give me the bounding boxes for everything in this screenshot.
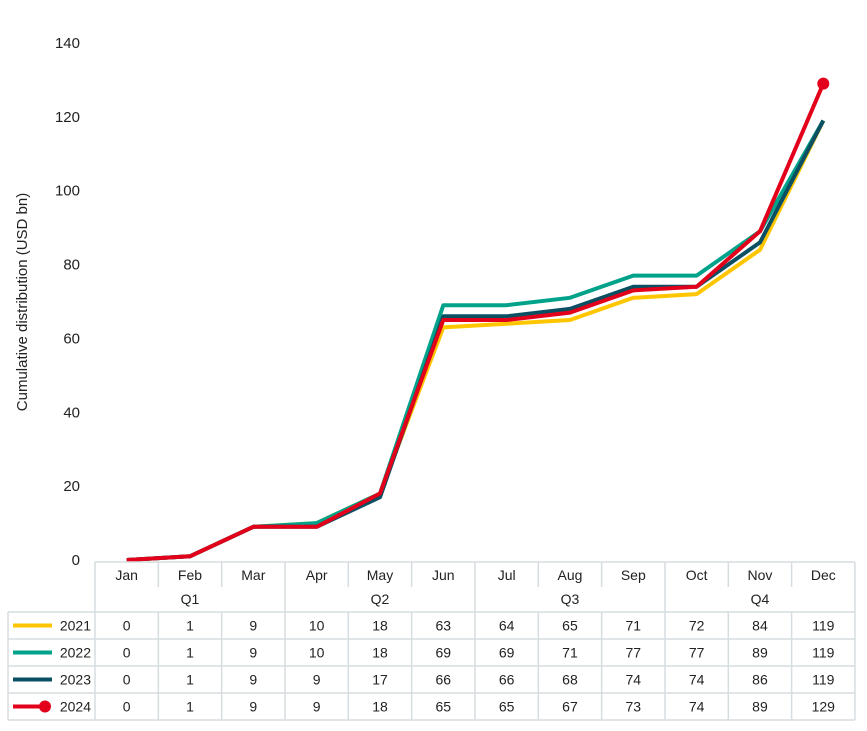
series-end-marker-2024: [817, 77, 830, 90]
y-tick-label: 120: [55, 109, 80, 126]
y-tick-label: 60: [63, 330, 80, 347]
legend-label: 2023: [60, 672, 91, 688]
series-line-2023: [126, 119, 826, 562]
x-tick-label: Jun: [432, 567, 455, 583]
data-label: 84: [752, 618, 768, 634]
quarter-label: Q4: [751, 591, 770, 607]
data-label: 71: [562, 645, 578, 661]
data-label: 66: [436, 672, 452, 688]
data-label: 9: [249, 699, 257, 715]
y-tick-label: 0: [72, 552, 80, 569]
data-label: 1: [186, 618, 194, 634]
data-label: 1: [186, 672, 194, 688]
x-tick-label: Mar: [241, 567, 265, 583]
data-label: 71: [626, 618, 642, 634]
legend-label: 2022: [60, 645, 91, 661]
data-label: 65: [499, 699, 515, 715]
data-label: 66: [499, 672, 515, 688]
data-label: 9: [249, 672, 257, 688]
data-label: 74: [626, 672, 642, 688]
series-line-2024: [126, 82, 826, 562]
data-label: 17: [372, 672, 388, 688]
data-label: 64: [499, 618, 515, 634]
data-label: 9: [313, 699, 321, 715]
legend-marker-2024: [39, 700, 51, 713]
data-label: 9: [313, 672, 321, 688]
x-tick-label: Aug: [558, 567, 583, 583]
data-label: 18: [372, 699, 388, 715]
y-tick-label: 20: [63, 478, 80, 495]
legend-label: 2021: [60, 618, 91, 634]
x-tick-label: May: [367, 567, 393, 583]
data-label: 10: [309, 618, 325, 634]
data-label: 89: [752, 645, 768, 661]
data-label: 119: [812, 645, 835, 661]
data-label: 74: [689, 672, 705, 688]
legend-label: 2024: [60, 699, 91, 715]
data-label: 119: [812, 618, 835, 634]
data-label: 67: [562, 699, 578, 715]
data-label: 0: [123, 672, 131, 688]
quarter-label: Q1: [181, 591, 200, 607]
data-label: 74: [689, 699, 705, 715]
data-label: 73: [626, 699, 642, 715]
data-label: 9: [249, 645, 257, 661]
data-label: 69: [436, 645, 452, 661]
data-label: 65: [436, 699, 452, 715]
data-label: 0: [123, 645, 131, 661]
data-label: 63: [436, 618, 452, 634]
series-line-2022: [126, 119, 826, 562]
data-label: 77: [626, 645, 642, 661]
data-label: 1: [186, 645, 194, 661]
data-label: 10: [309, 645, 325, 661]
x-tick-label: Nov: [748, 567, 773, 583]
data-label: 0: [123, 618, 131, 634]
y-tick-label: 40: [63, 404, 80, 421]
x-tick-label: Sep: [621, 567, 646, 583]
table-row: 2023 0 1 9 9 17 66 66 68 74 74 86 119: [13, 672, 835, 688]
y-tick-label: 80: [63, 257, 80, 274]
y-axis-label: Cumulative distribution (USD bn): [14, 193, 31, 411]
series-line-2021: [126, 119, 826, 562]
y-tick-label: 140: [55, 35, 80, 52]
x-tick-label: Dec: [811, 567, 836, 583]
x-tick-label: Jul: [498, 567, 516, 583]
data-label: 65: [562, 618, 578, 634]
data-label: 129: [812, 699, 836, 715]
x-tick-label: Feb: [178, 567, 202, 583]
data-label: 0: [123, 699, 131, 715]
data-label: 69: [499, 645, 515, 661]
data-label: 9: [249, 618, 257, 634]
table-row: 2022 0 1 9 10 18 69 69 71 77 77 89 119: [13, 645, 835, 661]
data-label: 119: [812, 672, 835, 688]
data-label: 18: [372, 645, 388, 661]
data-label: 1: [186, 699, 194, 715]
table-row: 2024 0 1 9 9 18 65 65 67 73 74 89 129: [13, 699, 835, 715]
data-label: 77: [689, 645, 705, 661]
table-row: 2021 0 1 9 10 18 63 64 65 71 72 84 119: [13, 618, 835, 634]
data-label: 72: [689, 618, 705, 634]
x-tick-label: Oct: [686, 567, 708, 583]
data-label: 68: [562, 672, 578, 688]
quarter-label: Q3: [561, 591, 580, 607]
data-label: 18: [372, 618, 388, 634]
y-tick-label: 100: [55, 183, 80, 200]
x-tick-label: Apr: [306, 567, 328, 583]
quarter-label: Q2: [371, 591, 390, 607]
data-label: 89: [752, 699, 768, 715]
x-tick-label: Jan: [115, 567, 138, 583]
data-label: 86: [752, 672, 768, 688]
